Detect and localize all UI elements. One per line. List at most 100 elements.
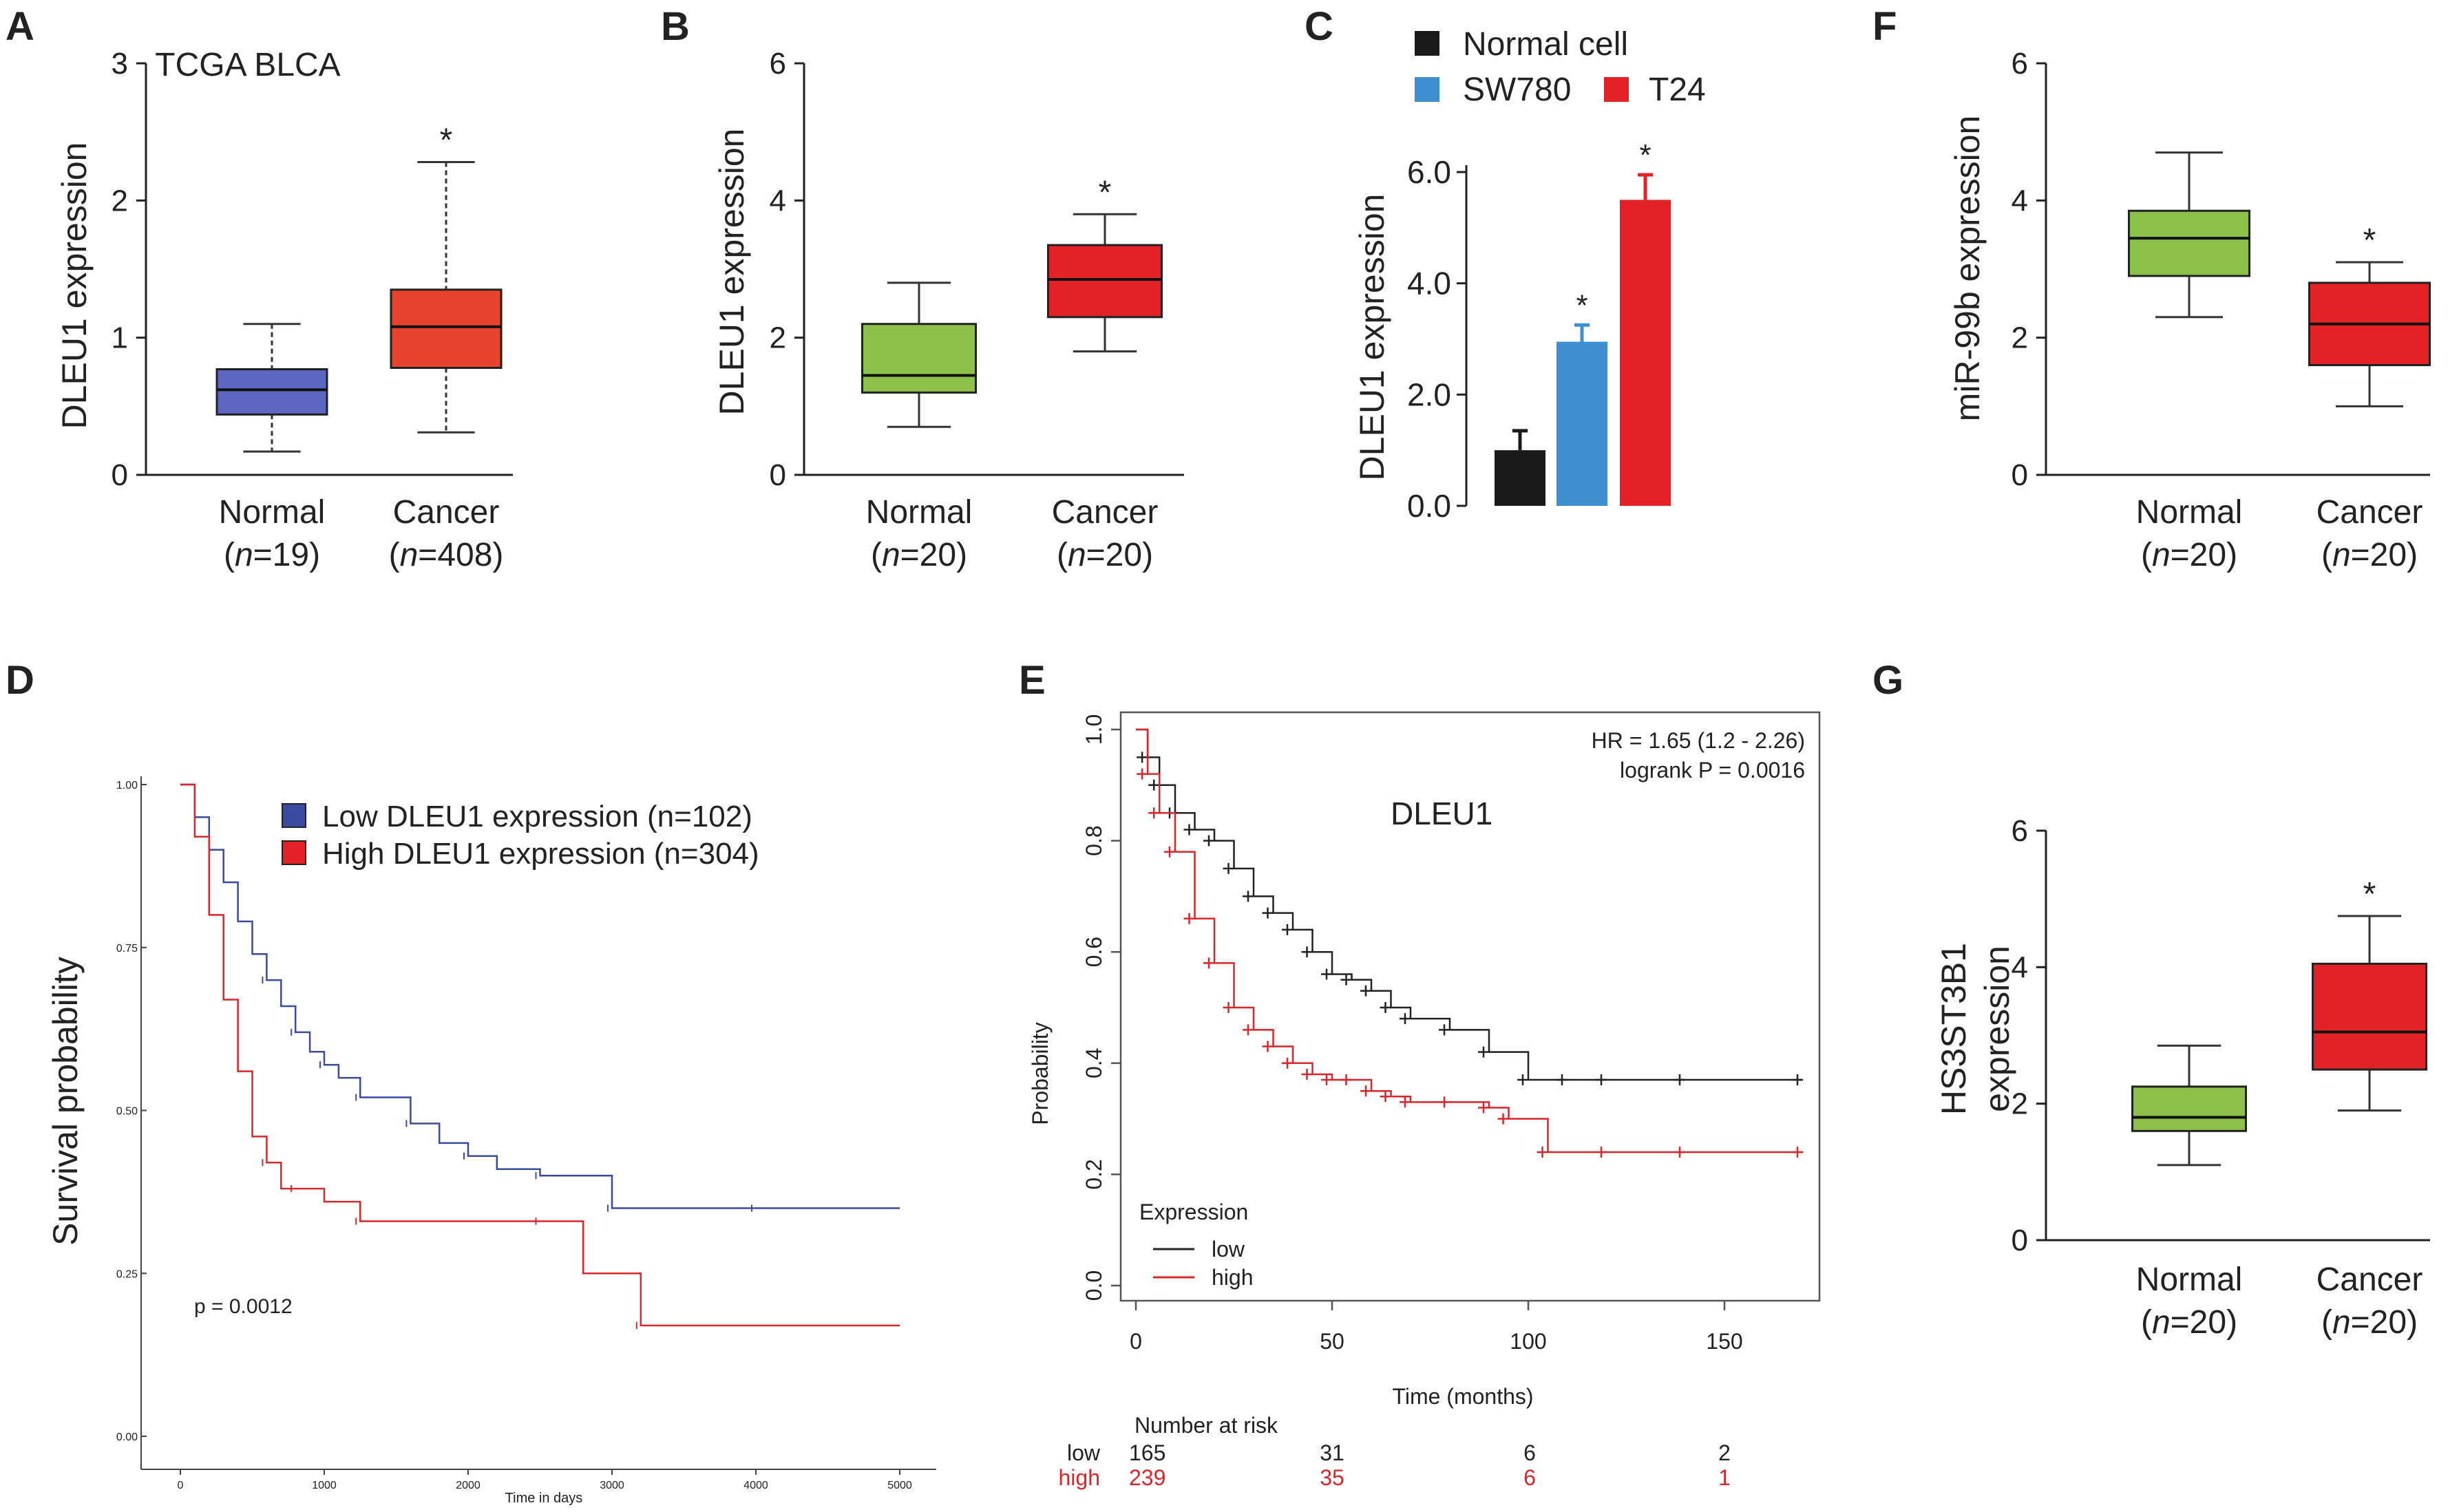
panel-e-survival-curve-high xyxy=(1136,728,1803,1153)
legend-label-low: low xyxy=(1212,1237,1245,1261)
panel-c-ylabel: DLEU1 expression xyxy=(1353,194,1391,481)
panel-e-censor-mark xyxy=(1137,768,1148,780)
panel-e-censor-mark xyxy=(1792,1147,1803,1158)
panel-c-y-tick-label: 0.0 xyxy=(1407,488,1451,524)
panel-e-risk-value-high: 1 xyxy=(1718,1465,1731,1490)
panel-label-a: A xyxy=(6,4,34,49)
panel-e-censor-mark xyxy=(1223,863,1234,874)
panel-e-y-tick-label: 0.0 xyxy=(1081,1270,1106,1301)
panel-e-censor-mark xyxy=(1321,968,1332,980)
panel-e-risk-value-low: 6 xyxy=(1523,1440,1536,1465)
panel-e-censor-mark xyxy=(1301,946,1313,958)
panel-g-y-tick-label: 6 xyxy=(2012,814,2028,848)
panel-d-y-tick-label: 0.00 xyxy=(116,1431,138,1443)
legend-label-high: high xyxy=(1212,1265,1254,1290)
panel-e-censor-mark xyxy=(1596,1074,1607,1086)
panel-g-y-tick-label: 2 xyxy=(2012,1087,2028,1121)
panel-g-box-normal xyxy=(2131,1085,2247,1132)
panel-b-significance-star: * xyxy=(1099,174,1112,211)
panel-e-y-tick-label: 1.0 xyxy=(1081,714,1106,745)
panel-label-c: C xyxy=(1305,4,1333,49)
panel-e-censor-mark xyxy=(1439,1024,1450,1036)
panel-e-risk-value-low: 2 xyxy=(1718,1440,1731,1465)
panel-g-category-label: Normal xyxy=(2136,1261,2243,1298)
panel-g-y-tick-label: 0 xyxy=(2012,1224,2028,1257)
panel-e-legend-title: Expression xyxy=(1139,1200,1248,1224)
panel-e-censor-mark xyxy=(1497,1113,1509,1125)
panel-e-censor-mark xyxy=(1360,1085,1371,1097)
legend-swatch-low-dleu1 xyxy=(282,803,306,828)
bar-sw780 xyxy=(1556,341,1607,506)
panel-f-y-tick-label: 6 xyxy=(2012,47,2028,81)
panel-f-n-label: (n=20) xyxy=(2321,537,2418,573)
panel-g-category-label: Cancer xyxy=(2316,1261,2423,1298)
panel-e-x-tick-label: 50 xyxy=(1320,1329,1344,1354)
panel-c-y-tick-label: 6.0 xyxy=(1407,154,1451,190)
panel-e-censor-mark xyxy=(1203,835,1214,846)
panel-e-censor-mark xyxy=(1674,1147,1685,1158)
panel-e-censor-mark xyxy=(1164,846,1175,858)
panel-e-plot-frame xyxy=(1119,711,1821,1302)
panel-e-censor-mark xyxy=(1340,974,1352,986)
panel-d-ylabel: Survival probability xyxy=(46,957,85,1246)
panel-e-risk-value-low: 165 xyxy=(1129,1440,1165,1465)
panel-e-censor-mark xyxy=(1183,913,1195,924)
panel-d-km-plot: Survival probability Time in days Low DL… xyxy=(46,776,936,1506)
panel-e-censor-mark xyxy=(1282,1057,1293,1069)
panel-d-pvalue: p = 0.0012 xyxy=(194,1295,293,1318)
panel-e-censor-mark xyxy=(1148,807,1160,819)
panel-e-censor-mark xyxy=(1792,1074,1803,1086)
panel-c-y-tick-label: 4.0 xyxy=(1407,266,1451,301)
legend-label-high-dleu1: High DLEU1 expression (n=304) xyxy=(322,837,759,871)
panel-a-n-label: (n=408) xyxy=(389,537,504,573)
bar-normal-cell xyxy=(1495,450,1545,506)
panel-e-censor-mark xyxy=(1439,1096,1450,1108)
panel-e-censor-mark xyxy=(1321,1074,1332,1086)
legend-label-low-dleu1: Low DLEU1 expression (n=102) xyxy=(322,800,752,833)
panel-e-y-tick-label: 0.4 xyxy=(1081,1048,1106,1078)
panel-b-n-label: (n=20) xyxy=(871,537,967,573)
panel-e-x-tick-label: 100 xyxy=(1510,1329,1546,1354)
panel-f-y-tick-label: 4 xyxy=(2012,184,2028,217)
legend-label-normal-cell: Normal cell xyxy=(1463,26,1628,63)
panel-e-ylabel: Probability xyxy=(1028,1022,1053,1125)
panel-e-censor-mark xyxy=(1243,891,1254,902)
panel-e-censor-mark xyxy=(1674,1074,1685,1086)
panel-e-censor-mark xyxy=(1596,1147,1607,1158)
panel-f-y-tick-label: 2 xyxy=(2012,321,2028,355)
panel-e-censor-mark xyxy=(1478,1046,1489,1058)
panel-e-censor-mark xyxy=(1537,1147,1548,1158)
panel-a-significance-star: * xyxy=(440,123,453,159)
panel-e-logrank: logrank P = 0.0016 xyxy=(1620,758,1805,782)
panel-a-title: TCGA BLCA xyxy=(155,47,340,83)
panel-e-censor-mark xyxy=(1380,1091,1391,1103)
panel-a-category-label: Cancer xyxy=(393,494,500,531)
panel-b-box-normal xyxy=(861,323,977,394)
panel-e-censor-mark xyxy=(1517,1074,1528,1086)
panel-e-censor-mark xyxy=(1262,1041,1274,1052)
panel-g-ylabel-line1: HS3ST3B1 xyxy=(1934,943,1973,1115)
panel-f-ylabel: miR-99b expression xyxy=(1948,116,1987,422)
legend-label-t24: T24 xyxy=(1649,72,1706,108)
legend-swatch-normal-cell xyxy=(1415,31,1439,56)
panel-e-censor-mark xyxy=(1137,752,1148,763)
panel-b-y-tick-label: 2 xyxy=(770,321,786,355)
legend-swatch-t24 xyxy=(1604,77,1629,102)
panel-label-d: D xyxy=(6,658,34,703)
panel-d-survival-curve-high xyxy=(180,783,900,1327)
panel-d-x-tick-label: 1000 xyxy=(312,1480,337,1491)
panel-a-ylabel: DLEU1 expression xyxy=(55,142,94,429)
panel-e-title: DLEU1 xyxy=(1391,796,1492,831)
panel-e-censor-mark xyxy=(1380,1002,1391,1013)
panel-d-x-tick-label: 2000 xyxy=(456,1480,481,1491)
panel-label-e: E xyxy=(1019,658,1046,703)
panel-e-x-tick-label: 0 xyxy=(1130,1329,1142,1354)
panel-d-x-tick-label: 3000 xyxy=(600,1480,624,1491)
panel-e-y-tick-label: 0.8 xyxy=(1081,825,1106,855)
panel-f-boxplot: miR-99b expression 0 2 4 6 Normal (n=20) * Canc… xyxy=(1948,47,2431,573)
panel-a-n-label: (n=19) xyxy=(224,537,320,573)
panel-e-km-plot: Probability Time (months) DLEU1 HR = 1.6… xyxy=(1028,711,1821,1490)
panel-a-boxplot: TCGA BLCA DLEU1 expression 0 1 2 3 Normal (n=… xyxy=(55,47,513,573)
panel-a-box-normal xyxy=(215,368,328,416)
